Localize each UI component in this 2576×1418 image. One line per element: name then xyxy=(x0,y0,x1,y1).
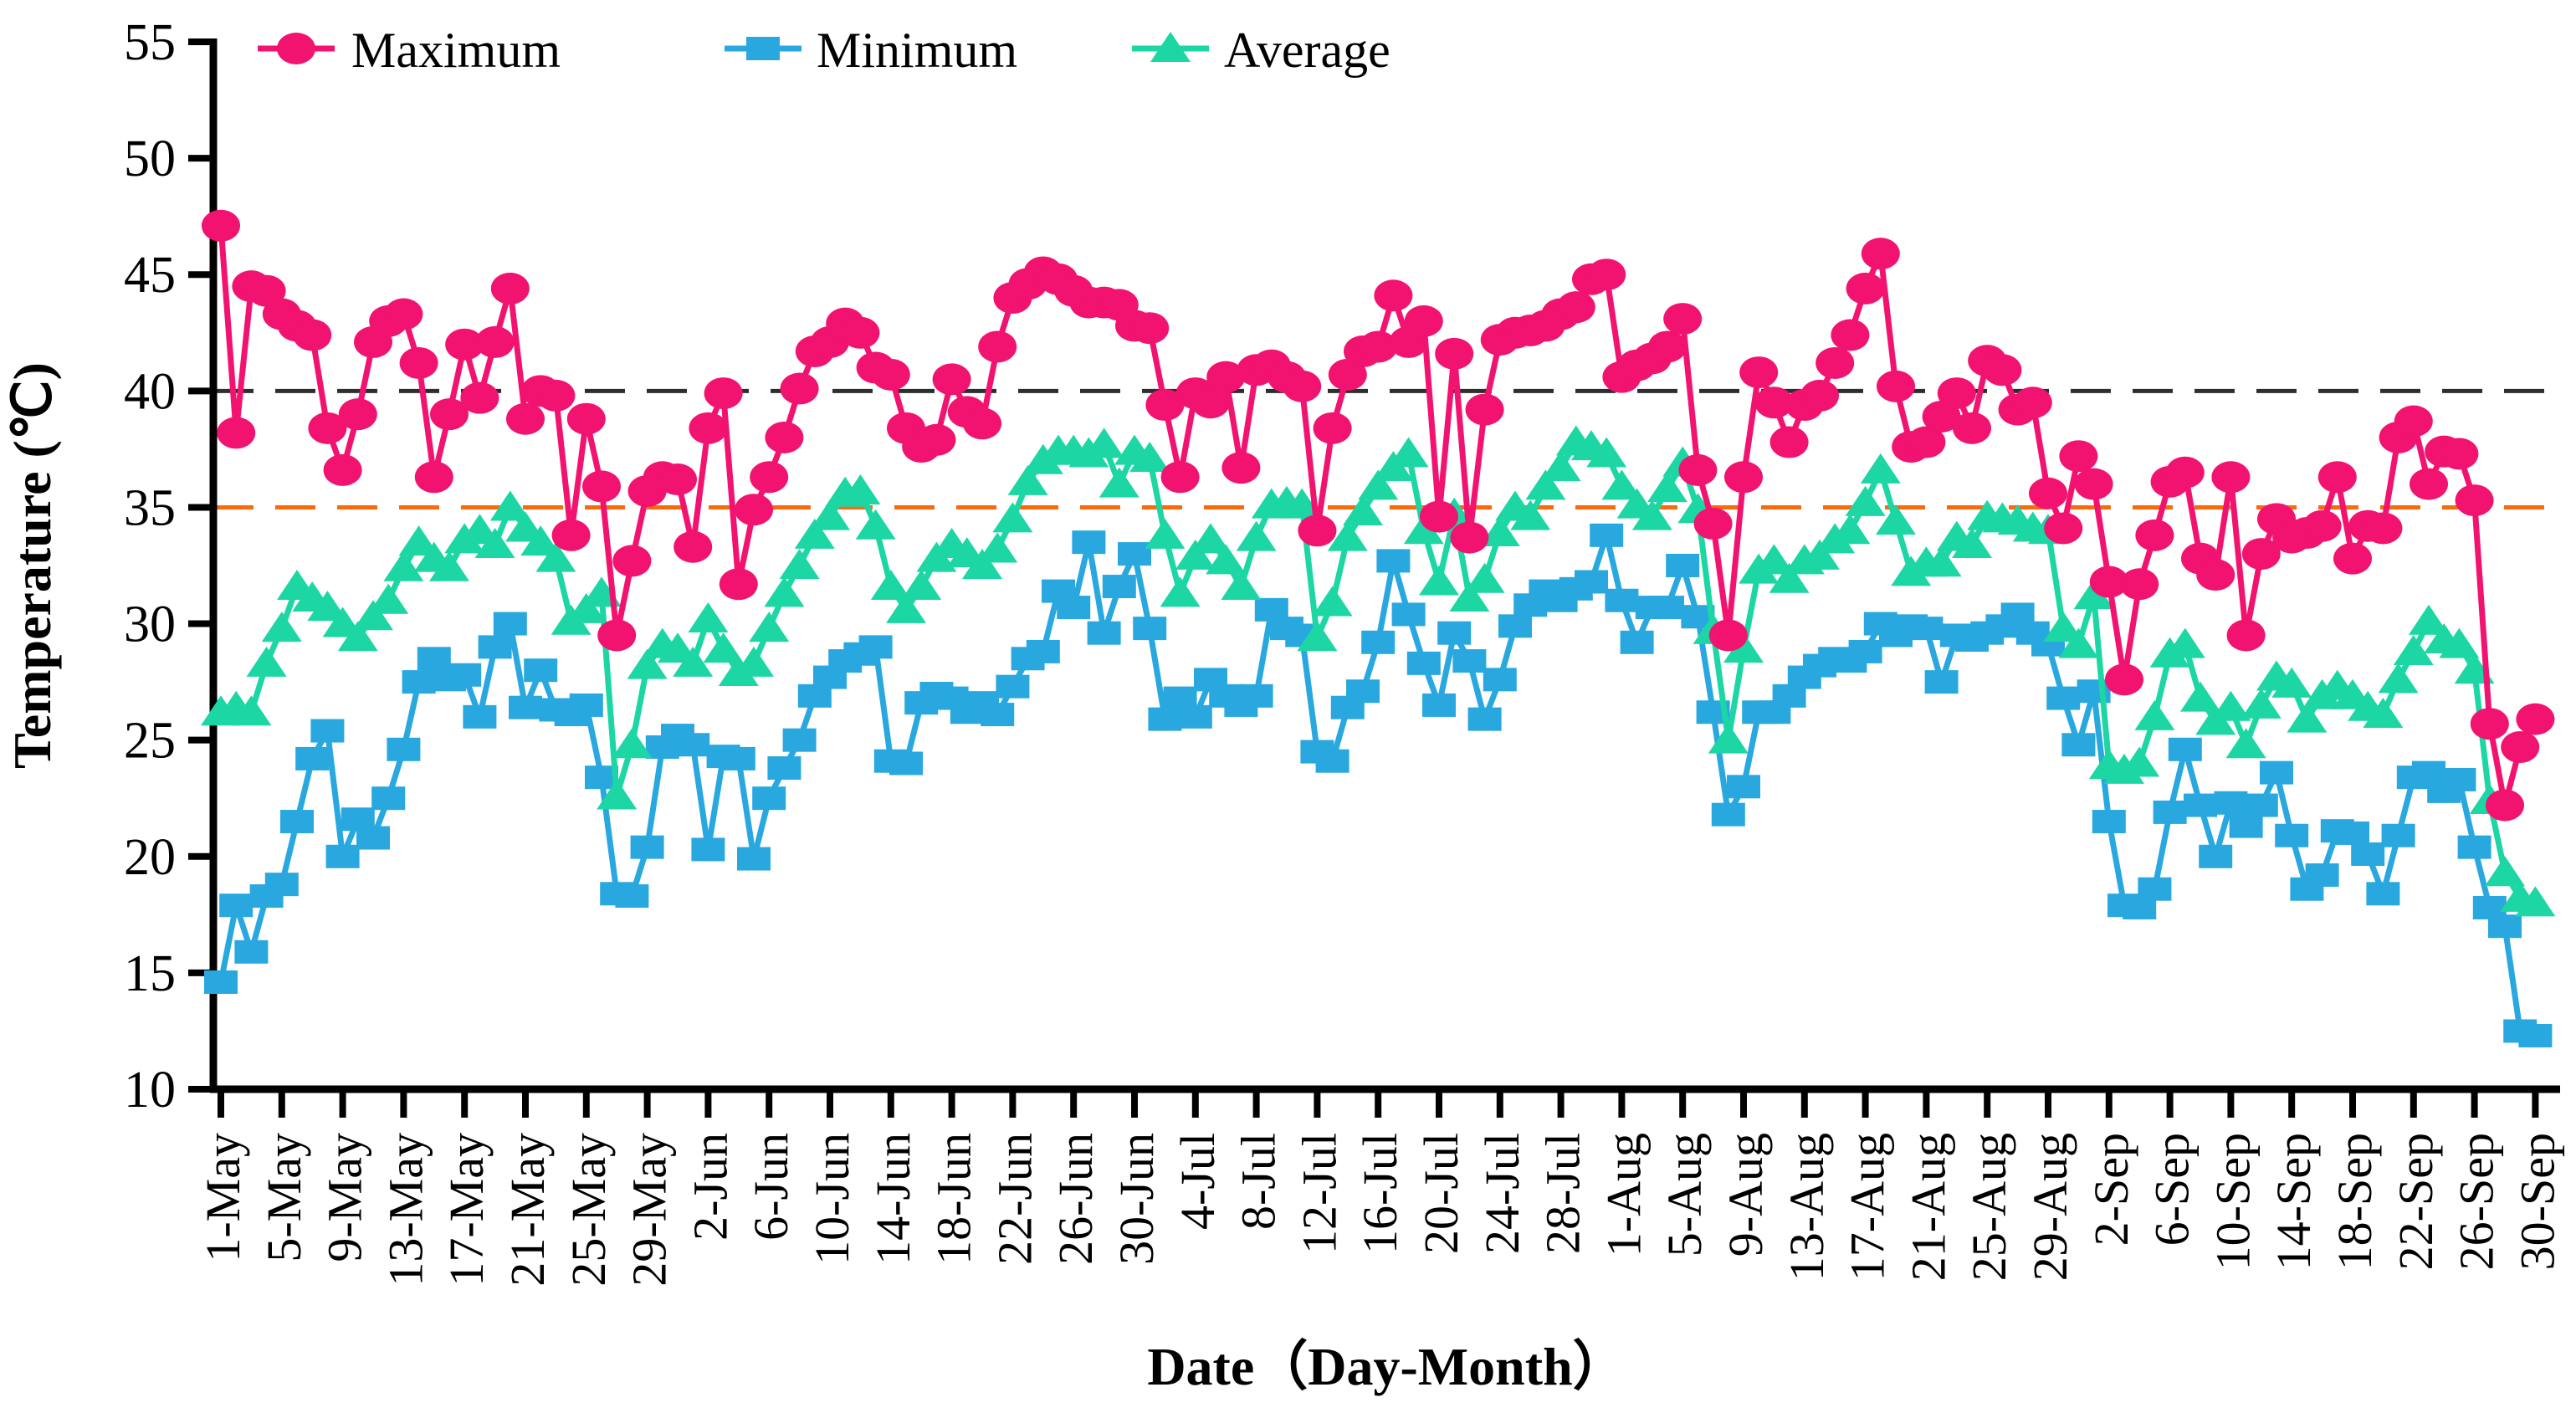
x-tick-label: 9-May xyxy=(318,1133,372,1262)
x-tick-label: 26-Sep xyxy=(2450,1133,2504,1270)
x-tick-label: 1-Aug xyxy=(1596,1133,1651,1257)
legend-label: Minimum xyxy=(817,23,1017,78)
x-tick-label: 1-May xyxy=(196,1133,250,1262)
x-tick-label: 9-Aug xyxy=(1718,1133,1773,1257)
x-tick-label: 29-May xyxy=(622,1133,677,1287)
x-axis-title: Date（Day-Month） xyxy=(1147,1337,1626,1396)
x-tick-label: 10-Jun xyxy=(805,1133,859,1265)
x-tick-label: 21-Aug xyxy=(1901,1133,1955,1281)
x-tick-label: 25-Aug xyxy=(1962,1133,2016,1281)
x-tick-label: 12-Jul xyxy=(1292,1133,1346,1254)
x-tick-label: 30-Sep xyxy=(2510,1133,2564,1270)
x-tick-label: 25-May xyxy=(561,1133,616,1287)
y-tick-label: 30 xyxy=(124,596,176,653)
legend-label: Average xyxy=(1224,23,1390,78)
y-tick-label: 20 xyxy=(124,829,176,886)
y-tick-label: 45 xyxy=(124,247,176,304)
x-tick-label: 10-Sep xyxy=(2205,1133,2260,1270)
x-tick-label: 26-Jun xyxy=(1048,1133,1103,1265)
legend-item-average: Average xyxy=(1132,23,1390,78)
legend-label: Maximum xyxy=(351,23,561,78)
x-tick-label: 18-Jun xyxy=(927,1133,981,1265)
y-tick-label: 10 xyxy=(124,1062,176,1119)
x-tick-label: 2-Jun xyxy=(683,1133,737,1241)
x-tick-label: 5-Aug xyxy=(1657,1133,1712,1257)
x-tick-label: 22-Sep xyxy=(2389,1133,2443,1270)
y-tick-label: 25 xyxy=(124,713,176,770)
x-tick-label: 24-Jul xyxy=(1475,1133,1529,1254)
y-tick-label: 50 xyxy=(124,131,176,187)
x-tick-label: 4-Jul xyxy=(1170,1133,1225,1230)
legend: Maximum Minimum Average xyxy=(258,23,1390,78)
legend-item-minimum: Minimum xyxy=(725,23,1017,78)
x-tick-label: 30-Jun xyxy=(1109,1133,1164,1265)
x-tick-label: 17-Aug xyxy=(1841,1133,1895,1281)
y-tick-label: 15 xyxy=(124,945,176,1002)
x-tick-label: 17-May xyxy=(439,1133,494,1287)
x-tick-label: 14-Sep xyxy=(2266,1133,2321,1270)
maximum-series xyxy=(202,209,2555,822)
x-tick-label: 6-Sep xyxy=(2145,1133,2200,1246)
x-tick-label: 29-Aug xyxy=(2023,1133,2077,1281)
x-tick-label: 6-Jun xyxy=(744,1133,798,1241)
y-tick-label: 35 xyxy=(124,479,176,536)
x-tick-label: 21-May xyxy=(500,1133,555,1287)
y-tick-label: 55 xyxy=(124,14,176,71)
x-tick-label: 13-May xyxy=(378,1133,433,1287)
x-tick-label: 20-Jul xyxy=(1414,1133,1468,1254)
x-tick-label: 22-Jun xyxy=(987,1133,1042,1265)
x-tick-label: 18-Sep xyxy=(2328,1133,2382,1270)
x-tick-label: 8-Jul xyxy=(1232,1133,1286,1230)
x-tick-label: 16-Jul xyxy=(1353,1133,1407,1254)
x-tick-label: 14-Jun xyxy=(866,1133,920,1265)
y-axis-title: Temperature (℃) xyxy=(3,362,62,769)
x-tick-label: 2-Sep xyxy=(2084,1133,2138,1246)
x-tick-label: 5-May xyxy=(257,1133,311,1262)
average-series xyxy=(201,425,2556,917)
minimum-series xyxy=(204,523,2553,1048)
legend-item-maximum: Maximum xyxy=(258,23,561,78)
x-tick-label: 28-Jul xyxy=(1536,1133,1590,1254)
y-tick-label: 40 xyxy=(124,363,176,420)
x-tick-label: 13-Aug xyxy=(1780,1133,1834,1281)
